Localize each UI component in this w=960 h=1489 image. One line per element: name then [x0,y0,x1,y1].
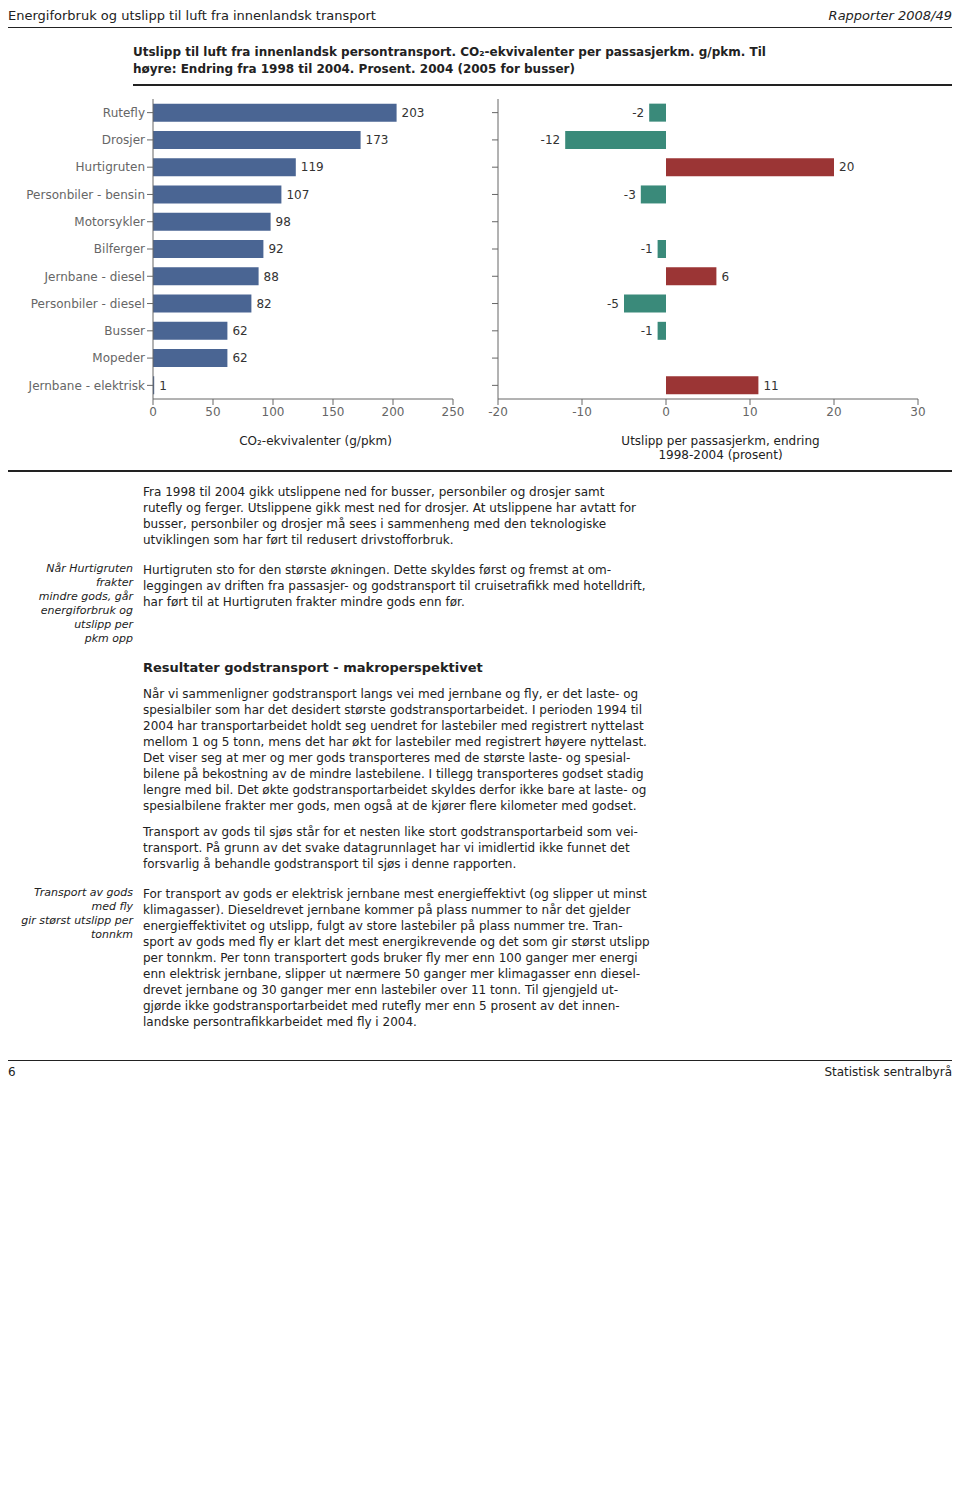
html-text:Rapporter 2008/49: Rapporter 2008/49 [828,8,952,23]
svg-text:-2: -2 [632,106,644,120]
html-text:Fra 1998 til 2004 gikk utslipp: Fra 1998 til 2004 gikk utslippene ned fo… [143,485,636,547]
svg-text:50: 50 [205,405,220,419]
svg-text:-1: -1 [641,242,653,256]
svg-text:-5: -5 [607,297,619,311]
svg-text:11: 11 [763,379,778,393]
html-text:Statistisk sentralbyrå: Statistisk sentralbyrå [824,1065,952,1079]
svg-text:Jernbane - elektrisk: Jernbane - elektrisk [28,379,145,393]
html-text:CO₂-ekvivalenter (g/pkm): CO₂-ekvivalenter (g/pkm) [239,434,392,448]
svg-text:62: 62 [232,324,247,338]
svg-text:-1: -1 [641,324,653,338]
html-text:Når Hurtigruten frakter mindre: Når Hurtigruten frakter mindre gods, går… [38,562,133,645]
svg-text:-3: -3 [624,188,636,202]
svg-text:20: 20 [839,160,854,174]
svg-text:30: 30 [910,405,925,419]
html-text:Hurtigruten sto for den størst: Hurtigruten sto for den største økningen… [143,563,646,609]
svg-text:Hurtigruten: Hurtigruten [76,160,145,174]
svg-text:250: 250 [442,405,465,419]
svg-text:100: 100 [262,405,285,419]
html-text:Transport av gods til sjøs stå: Transport av gods til sjøs står for et n… [143,825,638,871]
svg-text:0: 0 [149,405,157,419]
svg-text:20: 20 [826,405,841,419]
svg-text:92: 92 [268,242,283,256]
svg-text:-12: -12 [541,133,561,147]
svg-text:203: 203 [402,106,425,120]
svg-text:88: 88 [264,270,279,284]
svg-text:Jernbane - diesel: Jernbane - diesel [44,270,145,284]
html-text:Utslipp til luft fra innenland: Utslipp til luft fra innenlandsk persont… [133,45,766,76]
svg-text:Personbiler - diesel: Personbiler - diesel [31,297,145,311]
svg-text:Drosjer: Drosjer [102,133,145,147]
svg-text:Busser: Busser [104,324,145,338]
svg-text:173: 173 [366,133,389,147]
svg-text:6: 6 [721,270,729,284]
svg-text:Rutefly: Rutefly [103,106,145,120]
svg-text:Motorsykler: Motorsykler [74,215,145,229]
svg-text:98: 98 [276,215,291,229]
svg-text:Bilferger: Bilferger [94,242,145,256]
svg-text:-20: -20 [488,405,508,419]
svg-text:62: 62 [232,351,247,365]
svg-text:150: 150 [322,405,345,419]
svg-text:0: 0 [662,405,670,419]
svg-text:107: 107 [286,188,309,202]
svg-text:Personbiler - bensin: Personbiler - bensin [26,188,145,202]
svg-text:-10: -10 [572,405,592,419]
html-text:Utslipp per passasjerkm, endri: Utslipp per passasjerkm, endring 1998-20… [621,434,820,462]
svg-text:119: 119 [301,160,324,174]
html-text:Når vi sammenligner godstransp: Når vi sammenligner godstransport langs … [143,687,647,813]
html-text:6: 6 [8,1065,16,1079]
svg-text:200: 200 [382,405,405,419]
svg-text:10: 10 [742,405,757,419]
svg-text:Mopeder: Mopeder [92,351,145,365]
html-text:For transport av gods er elekt: For transport av gods er elektrisk jernb… [143,887,650,1029]
svg-text:82: 82 [256,297,271,311]
html-text:Resultater godstransport - mak: Resultater godstransport - makroperspekt… [143,660,483,675]
html-text:Energiforbruk og utslipp til l: Energiforbruk og utslipp til luft fra in… [8,8,376,23]
html-text:Transport av gods med fly gir: Transport av gods med fly gir størst uts… [21,886,133,941]
svg-text:1: 1 [159,379,167,393]
